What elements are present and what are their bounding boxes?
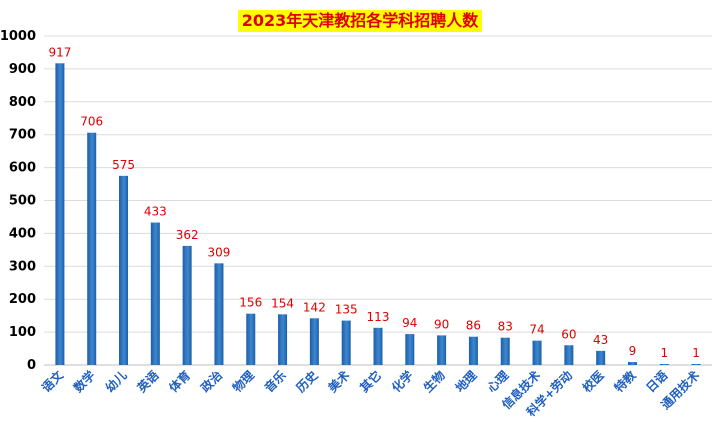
data-label: 433 <box>144 205 167 219</box>
data-label: 83 <box>498 320 513 334</box>
bar <box>500 337 510 365</box>
x-tick-label: 心理 <box>484 368 511 395</box>
bar <box>341 320 351 365</box>
data-label: 142 <box>303 300 326 314</box>
chart-title-wrap: 2023年天津教招各学科招聘人数 <box>0 10 720 32</box>
bar <box>627 362 637 365</box>
data-label: 1 <box>692 346 700 360</box>
y-tick-label: 600 <box>9 161 36 176</box>
y-tick-label: 200 <box>9 292 36 307</box>
bar <box>596 350 606 365</box>
data-label: 917 <box>48 45 71 59</box>
data-label: 86 <box>466 319 481 333</box>
y-tick-label: 700 <box>9 128 36 143</box>
bar <box>468 336 478 365</box>
bar <box>150 222 160 365</box>
bar <box>214 263 224 365</box>
bar <box>564 345 574 365</box>
x-tick-label: 历史 <box>293 367 321 395</box>
data-label: 1 <box>660 346 668 360</box>
x-tick-label: 特教 <box>611 367 639 395</box>
data-label: 113 <box>367 310 390 324</box>
bar <box>309 318 319 365</box>
x-tick-label: 政治 <box>197 368 225 396</box>
bar <box>119 175 129 365</box>
data-label: 706 <box>80 115 103 129</box>
y-tick-label: 300 <box>9 259 36 274</box>
x-tick-label: 物理 <box>229 368 257 396</box>
data-label: 156 <box>239 296 262 310</box>
bar <box>691 364 701 365</box>
data-label: 575 <box>112 158 135 172</box>
y-tick-label: 800 <box>9 95 36 110</box>
x-tick-label: 化学 <box>388 368 416 396</box>
x-tick-label: 英语 <box>134 368 162 396</box>
bar <box>405 334 415 365</box>
x-tick-label: 其它 <box>357 368 385 396</box>
y-tick-label: 400 <box>9 226 36 241</box>
data-label: 94 <box>402 316 417 330</box>
bar <box>55 63 65 365</box>
x-tick-label: 日语 <box>643 368 671 396</box>
bar <box>659 364 669 365</box>
y-tick-label: 1000 <box>0 29 36 44</box>
x-tick-label: 生物 <box>420 368 448 396</box>
data-label: 135 <box>335 303 358 317</box>
bar <box>437 335 447 365</box>
data-label: 90 <box>434 317 449 331</box>
data-label: 154 <box>271 296 294 310</box>
y-tick-label: 100 <box>9 325 36 340</box>
data-label: 74 <box>529 323 544 337</box>
y-tick-label: 900 <box>9 62 36 77</box>
x-tick-label: 音乐 <box>261 368 289 396</box>
x-tick-label: 数学 <box>70 368 98 396</box>
x-tick-label: 语文 <box>38 367 66 395</box>
x-tick-label: 校医 <box>579 368 607 396</box>
x-tick-label: 美术 <box>325 368 353 396</box>
data-label: 60 <box>561 327 576 341</box>
bar <box>373 327 383 365</box>
data-label: 362 <box>176 228 199 242</box>
bar <box>532 340 542 365</box>
x-tick-label: 体育 <box>166 368 194 396</box>
bar <box>182 245 192 365</box>
data-label: 309 <box>207 245 230 259</box>
chart-title: 2023年天津教招各学科招聘人数 <box>237 10 483 32</box>
bar <box>278 314 288 365</box>
data-label: 9 <box>629 344 637 358</box>
x-tick-label: 幼儿 <box>102 368 130 396</box>
x-tick-label: 地理 <box>452 368 480 396</box>
data-label: 43 <box>593 333 608 347</box>
y-tick-label: 0 <box>27 358 36 373</box>
bar <box>246 313 256 365</box>
bar <box>87 132 97 365</box>
y-tick-label: 500 <box>9 194 36 209</box>
